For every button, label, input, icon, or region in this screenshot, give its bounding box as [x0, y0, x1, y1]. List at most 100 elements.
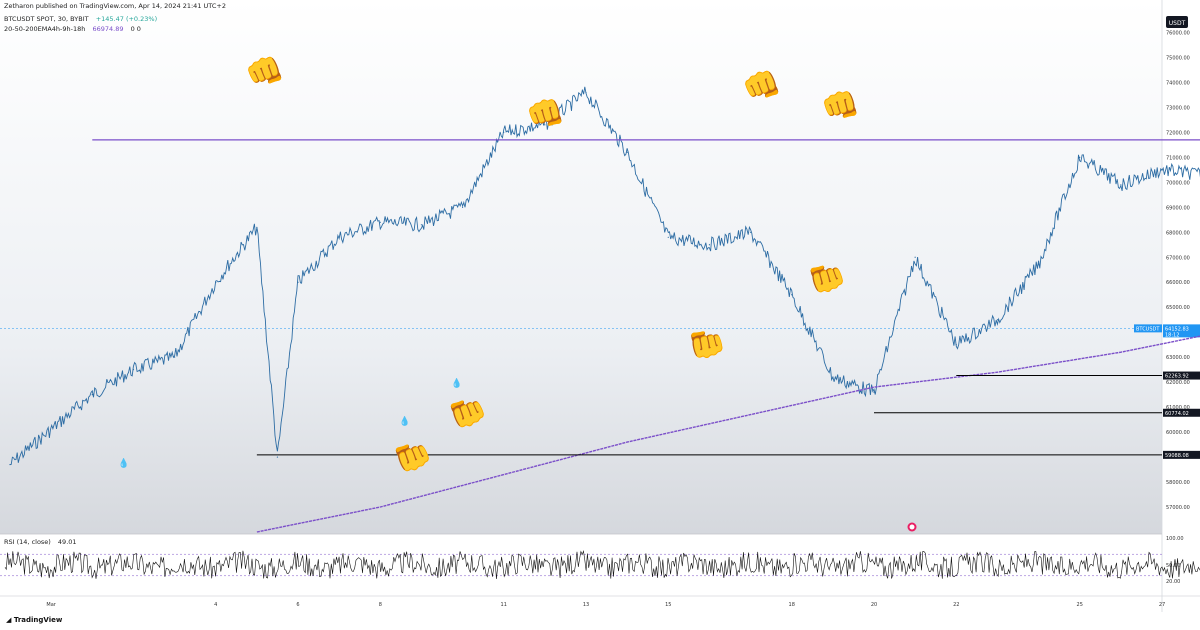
y-tick-label: 63000.00	[1166, 355, 1190, 361]
time-axis-background	[0, 596, 1200, 630]
x-tick-label: Mar	[46, 602, 56, 608]
price-point	[338, 236, 340, 238]
x-tick-label: 11	[501, 602, 507, 608]
water-drop-icon: 💧	[451, 379, 463, 389]
price-point	[9, 463, 11, 466]
price-point	[955, 344, 957, 346]
y-tick-label: 73000.00	[1166, 105, 1190, 111]
rsi-tick-label: 50.00	[1166, 563, 1180, 569]
price-tag-value: 59088.08	[1165, 453, 1189, 459]
y-tick-label: 72000.00	[1166, 130, 1190, 136]
price-point	[276, 456, 279, 458]
y-tick-label: 70000.00	[1166, 180, 1190, 186]
price-point	[503, 131, 505, 133]
price-point	[873, 391, 875, 393]
price-tag-value: 64152.83	[1165, 326, 1189, 332]
price-point	[256, 226, 258, 228]
price-point	[215, 281, 217, 283]
price-tag-value: 60774.02	[1165, 411, 1189, 417]
y-tick-label: 76000.00	[1166, 30, 1190, 36]
y-tick-label: 62000.00	[1166, 380, 1190, 386]
y-tick-label: 69000.00	[1166, 205, 1190, 211]
x-tick-label: 15	[665, 602, 671, 608]
x-tick-label: 13	[583, 602, 589, 608]
price-tag-value: 62263.92	[1165, 374, 1189, 380]
level-price-tag: 62263.92	[1163, 371, 1200, 380]
price-point	[708, 244, 711, 246]
usdt-badge[interactable]: USDT	[1166, 16, 1188, 28]
price-point	[996, 319, 999, 321]
water-drop-icon: 💧	[399, 417, 411, 427]
tradingview-logo: ◢ TradingView	[6, 616, 63, 624]
y-tick-label: 71000.00	[1166, 155, 1190, 161]
price-point	[626, 151, 628, 153]
fist-icon: 👊	[524, 94, 568, 135]
price-point	[132, 369, 135, 371]
rsi-tick-label: 100.00	[1166, 536, 1184, 542]
price-point	[173, 356, 176, 358]
publish-info: Zetharon published on TradingView.com, A…	[4, 2, 226, 10]
price-point	[544, 124, 546, 126]
x-tick-label: 6	[296, 602, 299, 608]
price-tag-symbol: BTCUSDT	[1136, 326, 1160, 332]
y-tick-label: 68000.00	[1166, 230, 1190, 236]
rsi-legend: RSI (14, close) 49.01	[4, 538, 82, 547]
ma-study-name[interactable]: 20-50-200EMA4h-9h-18h	[4, 25, 86, 33]
x-tick-label: 20	[871, 602, 877, 608]
fist-icon: 👊	[445, 389, 491, 434]
symbol-legend: BTCUSDT SPOT, 30, BYBIT +145.47 (+0.23%)	[4, 15, 162, 24]
price-axis-background	[1162, 0, 1200, 612]
price-point	[91, 394, 93, 396]
price-point	[667, 236, 669, 238]
currency-label: USDT	[1169, 20, 1186, 27]
x-tick-label: 8	[379, 602, 382, 608]
x-tick-label: 18	[789, 602, 795, 608]
price-tag-countdown: 18:12	[1165, 332, 1179, 338]
symbol-name[interactable]: BTCUSDT SPOT, 30, BYBIT	[4, 15, 89, 23]
y-tick-label: 74000.00	[1166, 80, 1190, 86]
ma-extra: 0 0	[130, 25, 141, 33]
ma-series	[256, 335, 1200, 533]
price-point	[379, 221, 381, 223]
price-point	[914, 256, 916, 258]
level-price-tag: 60774.02	[1163, 408, 1200, 417]
x-tick-label: 25	[1077, 602, 1083, 608]
level-price-tag: 59088.08	[1163, 450, 1200, 459]
price-series	[10, 86, 1200, 465]
price-point	[1120, 184, 1122, 186]
y-tick-label: 67000.00	[1166, 255, 1190, 261]
scroll-right-icon[interactable]	[907, 522, 917, 532]
price-point	[420, 224, 423, 226]
y-tick-label: 61000.00	[1166, 405, 1190, 411]
x-tick-label: 27	[1159, 602, 1165, 608]
y-tick-label: 65000.00	[1166, 305, 1190, 311]
price-point	[749, 231, 752, 233]
y-tick-label: 57000.00	[1166, 505, 1190, 511]
y-tick-label: 60000.00	[1166, 430, 1190, 436]
ma-value: 66974.89	[92, 25, 124, 33]
fist-icon: 👊	[805, 257, 849, 298]
fist-icon: 👊	[390, 433, 436, 478]
price-change: +145.47 (+0.23%)	[95, 15, 158, 23]
price-point	[1079, 156, 1081, 158]
price-point	[791, 294, 793, 296]
x-tick-label: 4	[214, 602, 217, 608]
water-drop-icon: 💧	[118, 459, 130, 469]
rsi-tick-label: 20.00	[1166, 579, 1180, 585]
price-point	[1037, 264, 1040, 266]
fist-icon: 👊	[819, 86, 863, 127]
price-point	[1161, 169, 1163, 171]
x-tick-label: 22	[953, 602, 959, 608]
fist-icon: 👊	[686, 324, 727, 363]
y-tick-label: 75000.00	[1166, 55, 1190, 61]
y-tick-label: 66000.00	[1166, 280, 1190, 286]
rsi-label[interactable]: RSI (14, close)	[4, 538, 51, 546]
price-point	[297, 281, 299, 283]
rsi-value: 49.01	[57, 538, 77, 546]
price-point	[461, 206, 464, 208]
price-point	[585, 91, 587, 94]
y-tick-label: 58000.00	[1166, 480, 1190, 486]
